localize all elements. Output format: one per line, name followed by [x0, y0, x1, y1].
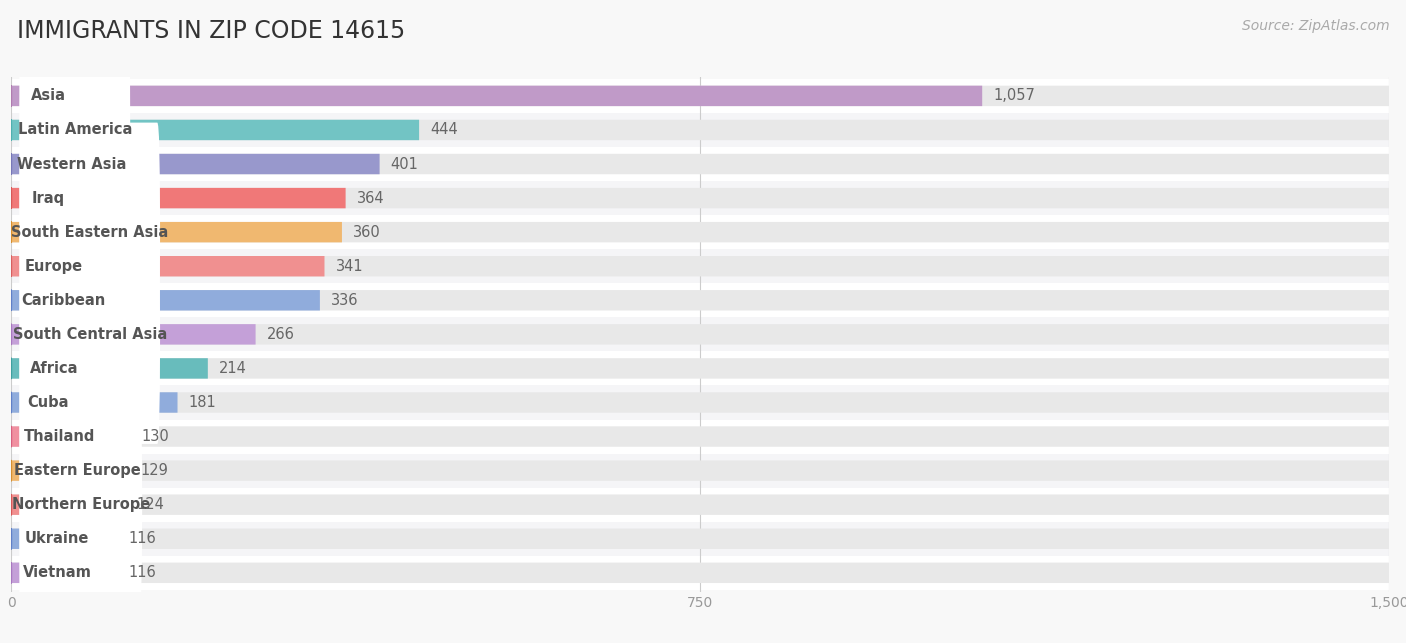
Text: 124: 124	[136, 497, 165, 512]
FancyBboxPatch shape	[11, 358, 1389, 379]
Text: 181: 181	[188, 395, 217, 410]
FancyBboxPatch shape	[20, 123, 160, 341]
FancyBboxPatch shape	[11, 392, 177, 413]
Bar	[11, 318, 1389, 351]
FancyBboxPatch shape	[11, 86, 1389, 106]
FancyBboxPatch shape	[11, 188, 346, 208]
FancyBboxPatch shape	[20, 259, 89, 478]
FancyBboxPatch shape	[20, 395, 142, 614]
Bar	[11, 79, 1389, 113]
Text: Vietnam: Vietnam	[22, 565, 91, 581]
FancyBboxPatch shape	[11, 392, 1389, 413]
FancyBboxPatch shape	[20, 429, 94, 643]
Bar	[11, 284, 1389, 318]
FancyBboxPatch shape	[11, 290, 321, 311]
Text: 360: 360	[353, 224, 381, 240]
Bar	[11, 453, 1389, 487]
Text: Caribbean: Caribbean	[21, 293, 105, 308]
FancyBboxPatch shape	[11, 120, 1389, 140]
FancyBboxPatch shape	[11, 222, 342, 242]
Text: Thailand: Thailand	[24, 429, 96, 444]
Text: Source: ZipAtlas.com: Source: ZipAtlas.com	[1241, 19, 1389, 33]
Bar	[11, 556, 1389, 590]
FancyBboxPatch shape	[20, 0, 76, 206]
FancyBboxPatch shape	[11, 529, 118, 549]
Text: Iraq: Iraq	[31, 190, 65, 206]
Text: 266: 266	[267, 327, 294, 342]
FancyBboxPatch shape	[11, 188, 1389, 208]
FancyBboxPatch shape	[20, 55, 124, 273]
Text: IMMIGRANTS IN ZIP CODE 14615: IMMIGRANTS IN ZIP CODE 14615	[17, 19, 405, 43]
Bar	[11, 113, 1389, 147]
Text: Northern Europe: Northern Europe	[11, 497, 150, 512]
Text: Ukraine: Ukraine	[25, 531, 89, 547]
FancyBboxPatch shape	[11, 426, 1389, 447]
Text: 130: 130	[142, 429, 170, 444]
FancyBboxPatch shape	[11, 222, 1389, 242]
FancyBboxPatch shape	[20, 191, 107, 410]
FancyBboxPatch shape	[11, 494, 125, 515]
FancyBboxPatch shape	[11, 86, 983, 106]
Text: 129: 129	[141, 463, 169, 478]
Bar	[11, 521, 1389, 556]
Text: South Eastern Asia: South Eastern Asia	[11, 224, 169, 240]
Text: 444: 444	[430, 122, 458, 138]
FancyBboxPatch shape	[11, 256, 1389, 276]
Bar	[11, 385, 1389, 419]
FancyBboxPatch shape	[11, 290, 1389, 311]
Bar	[11, 147, 1389, 181]
FancyBboxPatch shape	[20, 225, 160, 444]
FancyBboxPatch shape	[20, 293, 76, 512]
FancyBboxPatch shape	[20, 21, 131, 240]
FancyBboxPatch shape	[20, 463, 94, 643]
Text: South Central Asia: South Central Asia	[13, 327, 167, 342]
Bar	[11, 351, 1389, 385]
FancyBboxPatch shape	[20, 157, 89, 376]
FancyBboxPatch shape	[11, 460, 129, 481]
Bar	[11, 487, 1389, 521]
FancyBboxPatch shape	[11, 256, 325, 276]
Text: 214: 214	[219, 361, 246, 376]
FancyBboxPatch shape	[11, 358, 208, 379]
Text: 341: 341	[336, 258, 363, 274]
FancyBboxPatch shape	[11, 120, 419, 140]
Text: Latin America: Latin America	[18, 122, 132, 138]
Text: 336: 336	[330, 293, 359, 308]
Bar	[11, 249, 1389, 284]
Text: Africa: Africa	[30, 361, 79, 376]
FancyBboxPatch shape	[20, 89, 76, 307]
Text: 116: 116	[129, 565, 156, 581]
FancyBboxPatch shape	[11, 460, 1389, 481]
FancyBboxPatch shape	[11, 563, 118, 583]
Text: Western Asia: Western Asia	[17, 156, 127, 172]
Text: Cuba: Cuba	[27, 395, 69, 410]
FancyBboxPatch shape	[20, 327, 100, 546]
FancyBboxPatch shape	[11, 324, 256, 345]
FancyBboxPatch shape	[11, 494, 1389, 515]
FancyBboxPatch shape	[11, 426, 131, 447]
FancyBboxPatch shape	[20, 361, 136, 580]
FancyBboxPatch shape	[11, 529, 1389, 549]
Text: Asia: Asia	[31, 88, 66, 104]
Bar	[11, 419, 1389, 453]
FancyBboxPatch shape	[11, 154, 1389, 174]
Text: 364: 364	[357, 190, 384, 206]
FancyBboxPatch shape	[11, 154, 380, 174]
FancyBboxPatch shape	[11, 324, 1389, 345]
Text: 1,057: 1,057	[993, 88, 1035, 104]
Bar	[11, 215, 1389, 249]
FancyBboxPatch shape	[11, 563, 1389, 583]
Text: Eastern Europe: Eastern Europe	[14, 463, 141, 478]
Text: 116: 116	[129, 531, 156, 547]
Bar	[11, 181, 1389, 215]
Text: Europe: Europe	[25, 258, 83, 274]
Text: 401: 401	[391, 156, 419, 172]
